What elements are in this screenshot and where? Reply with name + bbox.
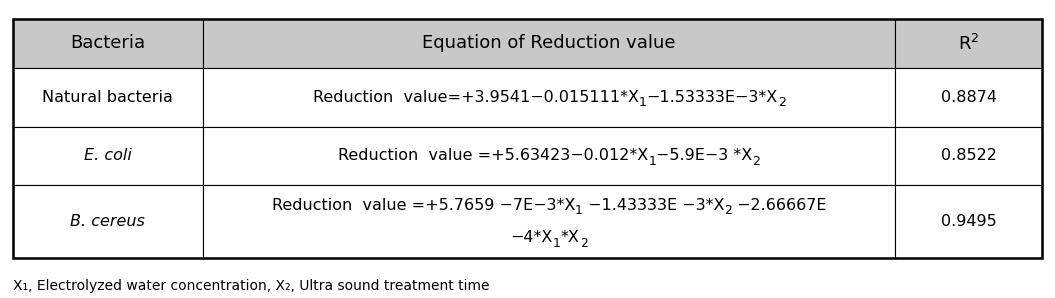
Text: 2: 2 [725, 204, 732, 217]
Text: 2: 2 [778, 96, 786, 109]
Text: 2: 2 [752, 155, 761, 168]
Text: −4*X: −4*X [511, 230, 553, 246]
Bar [204, 68, 895, 127]
Text: −2.66667E: −2.66667E [732, 198, 827, 213]
Text: 0.9495: 0.9495 [941, 214, 997, 229]
Text: *X: *X [561, 230, 580, 246]
Text: X₁, Electrolyzed water concentration, X₂, Ultra sound treatment time: X₁, Electrolyzed water concentration, X₂… [13, 279, 490, 293]
Bar [13, 19, 204, 68]
Text: 1: 1 [648, 155, 656, 168]
Text: 0.8522: 0.8522 [941, 148, 997, 164]
Text: 1: 1 [638, 96, 647, 109]
Text: −1.53333E−3*X: −1.53333E−3*X [647, 90, 778, 105]
Bar [13, 19, 1042, 258]
Bar [895, 68, 1042, 127]
Bar [13, 185, 204, 258]
Text: 2: 2 [580, 237, 588, 250]
Text: −5.9E−3 *X: −5.9E−3 *X [656, 148, 752, 164]
Text: 0.8874: 0.8874 [941, 90, 997, 105]
Text: E. coli: E. coli [84, 148, 132, 164]
Text: B. cereus: B. cereus [71, 214, 146, 229]
Text: Reduction  value =+5.63423−0.012*X: Reduction value =+5.63423−0.012*X [338, 148, 648, 164]
Text: 1: 1 [553, 237, 561, 250]
Text: Reduction  value =+5.7659 −7E−3*X: Reduction value =+5.7659 −7E−3*X [271, 198, 575, 213]
Bar [13, 127, 204, 185]
Text: Natural bacteria: Natural bacteria [42, 90, 173, 105]
Bar [13, 68, 204, 127]
Bar [895, 127, 1042, 185]
Bar [204, 185, 895, 258]
Text: Reduction  value=+3.9541−0.015111*X: Reduction value=+3.9541−0.015111*X [312, 90, 638, 105]
Text: R$^{2}$: R$^{2}$ [958, 33, 979, 54]
Bar [204, 127, 895, 185]
Bar [895, 185, 1042, 258]
Bar [895, 19, 1042, 68]
Text: 1: 1 [575, 204, 582, 217]
Text: −1.43333E −3*X: −1.43333E −3*X [582, 198, 725, 213]
Text: Bacteria: Bacteria [71, 35, 146, 52]
Bar [204, 19, 895, 68]
Text: Equation of Reduction value: Equation of Reduction value [422, 35, 676, 52]
